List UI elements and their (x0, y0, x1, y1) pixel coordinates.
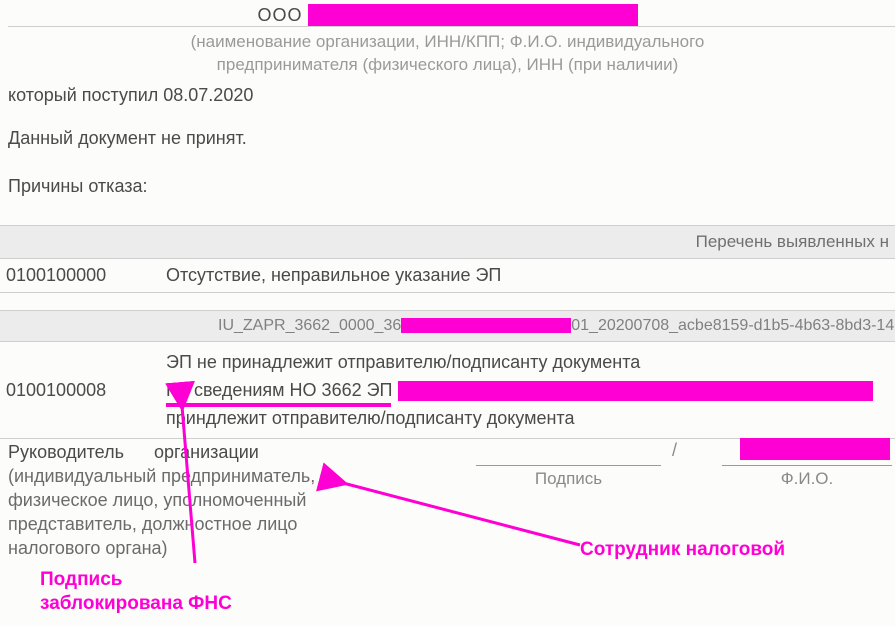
role-rest: (индивидуальный предприниматель, физичес… (8, 466, 315, 558)
divider-under-org (8, 26, 895, 27)
not-accepted-line: Данный документ не принят. (8, 128, 247, 149)
error-code: 0100100000 (0, 259, 160, 293)
slash-divider: / (672, 440, 677, 461)
org-caption: (наименование организации, ИНН/КПП; Ф.И.… (0, 30, 895, 76)
org-caption-line2: предпринимателя (физического лица), ИНН … (217, 55, 679, 74)
annotation-tax-employee: Сотрудник налоговой (580, 538, 785, 562)
error-text: ЭП не принадлежит отправителю/подписанту… (160, 342, 895, 439)
table-header-row: Перечень выявленных н (0, 226, 895, 259)
org-prefix: ООО (257, 5, 302, 26)
arrow-to-role (335, 475, 585, 555)
err-line1: ЭП не принадлежит отправителю/подписанту… (166, 348, 895, 376)
error-text: Отсутствие, неправильное указание ЭП (160, 259, 895, 293)
file-suffix: 01_20200708_acbe8159-d1b5-4b63-8bd3-14 (571, 317, 894, 334)
table1-header: Перечень выявленных н (0, 226, 895, 259)
org-title-row: ООО (0, 4, 895, 26)
table-row: 0100100000 Отсутствие, неправильное указ… (0, 259, 895, 293)
file-id-redaction (401, 318, 571, 333)
received-prefix: который поступил (8, 85, 163, 105)
role-lead-a: Руководитель (8, 442, 124, 462)
org-name-redaction (308, 4, 638, 26)
table-row: 0100100008 ЭП не принадлежит отправителю… (0, 342, 895, 439)
fio-redaction (740, 438, 890, 460)
err-line3: приндлежит отправителю/подписанту докуме… (166, 404, 895, 432)
reasons-label: Причины отказа: (8, 176, 148, 197)
table-header-row: IU_ZAPR_3662_0000_36 01_20200708_acbe8159… (0, 311, 895, 342)
err-line2: По сведениям НО 3662 ЭП (166, 376, 895, 404)
arrow-to-underline (170, 398, 210, 568)
fio-field: Ф.И.О. (722, 465, 892, 489)
annotation-signature-blocked: Подпись заблокирована ФНС (40, 568, 232, 616)
file-prefix: IU_ZAPR_3662_0000_36 (218, 317, 401, 334)
received-line: который поступил 08.07.2020 (8, 85, 253, 106)
ep-owner-redaction (398, 381, 873, 401)
errors-table-2: IU_ZAPR_3662_0000_36 01_20200708_acbe8159… (0, 310, 895, 439)
errors-table-1: Перечень выявленных н 0100100000 Отсутст… (0, 225, 895, 293)
received-date: 08.07.2020 (163, 85, 253, 105)
org-caption-line1: (наименование организации, ИНН/КПП; Ф.И.… (191, 32, 705, 51)
error-code: 0100100008 (0, 342, 160, 439)
table2-file-header: IU_ZAPR_3662_0000_36 01_20200708_acbe8159… (0, 311, 895, 342)
